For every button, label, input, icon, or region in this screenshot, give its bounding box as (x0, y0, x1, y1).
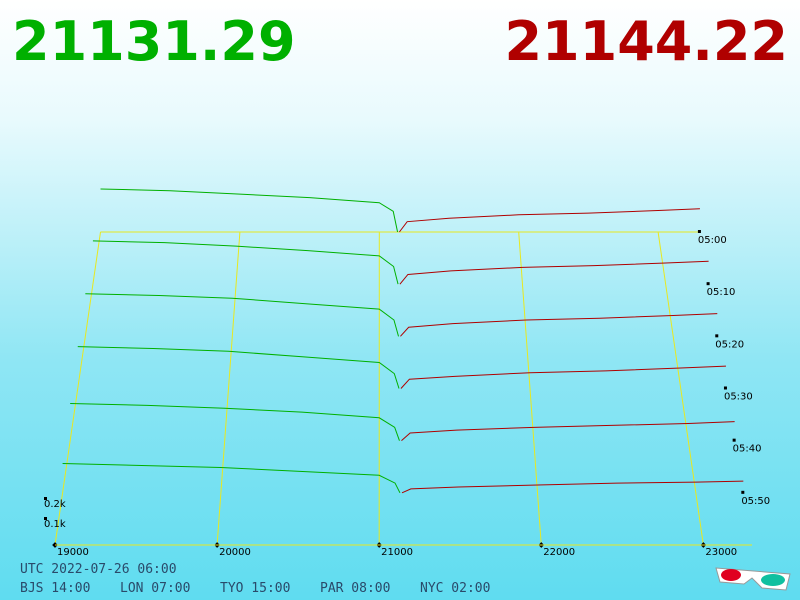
grid-line (216, 231, 241, 546)
time-tick-label: 05:20 (715, 339, 744, 350)
bid-depth-line (92, 240, 399, 285)
time-tick-label: 05:10 (707, 287, 736, 298)
tick-mark (715, 334, 719, 338)
tick-mark (732, 438, 736, 442)
bid-depth-line (77, 346, 400, 389)
x-tick-label: 19000 (57, 547, 89, 558)
time-zone: LON 07:00 (120, 581, 190, 596)
ask-price: 21144.22 (504, 10, 788, 73)
tick-mark (723, 386, 727, 390)
time-tick-label: 05:30 (724, 392, 753, 403)
time-zone: BJS 14:00 (20, 581, 90, 596)
glasses-icon (715, 567, 791, 591)
ask-depth-line (401, 480, 744, 494)
ask-depth-line (400, 365, 726, 389)
depth-tick-label: 0.2k (44, 499, 66, 510)
grid-line (54, 231, 101, 546)
grid-line (518, 231, 542, 546)
x-tick-label: 20000 (219, 547, 251, 558)
time-zone: TYO 15:00 (220, 581, 290, 596)
utc-time: UTC 2022-07-26 06:00 (20, 562, 177, 577)
depth-tick-label: 0.1k (44, 519, 66, 530)
bid-depth-line (62, 463, 401, 494)
time-tick-label: 05:40 (733, 444, 762, 455)
ask-depth-line (401, 421, 735, 442)
grid-line (657, 231, 704, 546)
bid-depth-line (85, 293, 399, 337)
bid-depth-line (70, 402, 400, 441)
ask-depth-line (399, 260, 709, 285)
tick-mark (741, 490, 745, 494)
time-zone: PAR 08:00 (320, 581, 390, 596)
x-tick-label: 22000 (543, 547, 575, 558)
tick-mark (706, 282, 710, 286)
tick-mark (44, 497, 47, 500)
time-tick-label: 05:00 (698, 235, 727, 246)
tick-mark (697, 230, 701, 233)
time-zone: NYC 02:00 (420, 581, 490, 596)
bid-price: 21131.29 (12, 10, 296, 73)
tick-mark (44, 517, 47, 520)
ask-depth-line (400, 313, 718, 337)
bid-depth-line (100, 188, 399, 233)
time-tick-label: 05:50 (741, 496, 770, 507)
x-tick-label: 23000 (705, 547, 737, 558)
ask-depth-line (398, 208, 700, 233)
x-tick-label: 21000 (381, 547, 413, 558)
